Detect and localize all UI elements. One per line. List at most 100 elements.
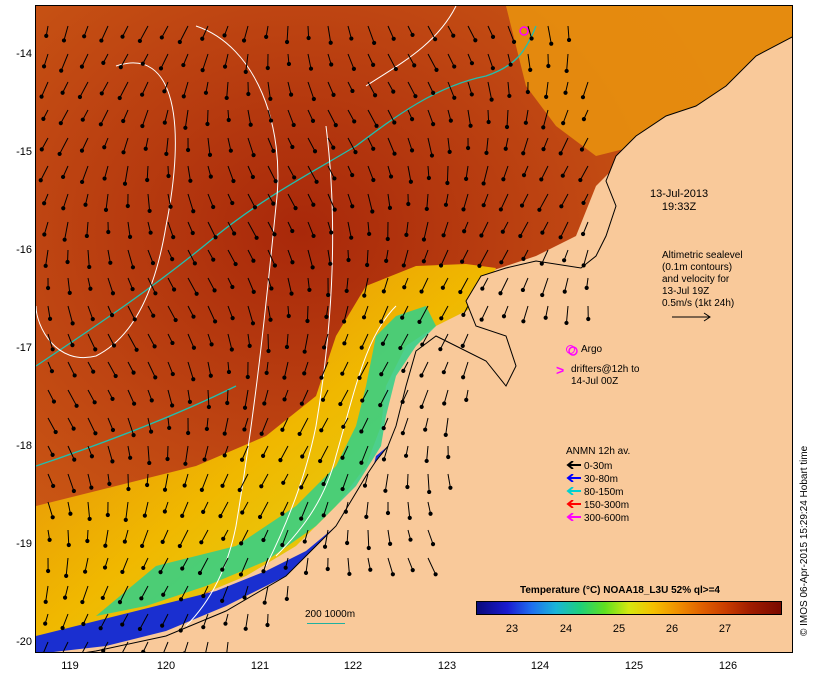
velocity-arrow bbox=[579, 165, 589, 181]
velocity-arrow-head bbox=[352, 119, 357, 124]
velocity-arrow-head bbox=[289, 291, 294, 296]
velocity-arrow-head bbox=[143, 146, 148, 151]
velocity-arrow-head bbox=[170, 340, 175, 346]
velocity-arrow bbox=[545, 81, 549, 97]
velocity-arrow bbox=[304, 333, 309, 352]
velocity-arrow bbox=[147, 445, 150, 463]
velocity-arrow-head bbox=[271, 148, 276, 154]
velocity-arrow-head bbox=[271, 201, 276, 206]
velocity-arrow bbox=[202, 613, 209, 628]
colorbar-tick: 27 bbox=[718, 623, 732, 635]
velocity-arrow-head bbox=[563, 90, 568, 95]
velocity-arrow-head bbox=[50, 515, 55, 520]
velocity-arrow bbox=[107, 361, 117, 377]
velocity-arrow bbox=[263, 557, 269, 572]
velocity-arrow-head bbox=[302, 539, 307, 544]
velocity-arrow bbox=[487, 81, 493, 100]
velocity-arrow-head bbox=[325, 566, 330, 572]
velocity-arrow-head bbox=[486, 119, 491, 125]
velocity-arrow bbox=[443, 389, 449, 404]
x-axis-label: 119 bbox=[61, 660, 79, 672]
velocity-arrow-head bbox=[43, 263, 48, 268]
velocity-arrow-head bbox=[268, 317, 273, 322]
velocity-arrow bbox=[146, 165, 149, 181]
velocity-arrow bbox=[522, 305, 529, 322]
velocity-arrow bbox=[447, 137, 451, 152]
velocity-arrow-head bbox=[440, 285, 445, 290]
velocity-arrow-head bbox=[42, 232, 47, 237]
velocity-arrow bbox=[199, 557, 209, 574]
map-area[interactable] bbox=[35, 5, 793, 653]
velocity-arrow-head bbox=[208, 373, 213, 378]
velocity-arrow bbox=[141, 529, 149, 547]
velocity-arrow-head bbox=[122, 539, 127, 544]
velocity-arrow-head bbox=[131, 433, 136, 438]
velocity-arrow-head bbox=[222, 453, 227, 458]
velocity-arrow-head bbox=[128, 455, 133, 460]
velocity-arrow-head bbox=[182, 651, 186, 652]
velocity-arrow bbox=[202, 53, 209, 71]
velocity-arrow-head bbox=[519, 203, 525, 208]
velocity-arrow-head bbox=[130, 265, 136, 270]
velocity-arrow-head bbox=[381, 289, 386, 294]
velocity-arrow bbox=[59, 137, 69, 155]
velocity-arrow-head bbox=[438, 347, 443, 352]
velocity-arrow-head bbox=[61, 206, 66, 211]
velocity-arrow-head bbox=[262, 600, 267, 605]
velocity-arrow bbox=[124, 165, 129, 184]
velocity-arrow-head bbox=[299, 401, 304, 406]
velocity-arrow-head bbox=[188, 178, 193, 183]
velocity-arrow-head bbox=[88, 286, 93, 291]
velocity-arrow bbox=[327, 249, 331, 264]
velocity-arrow-head bbox=[181, 94, 186, 99]
velocity-arrow-head bbox=[481, 181, 486, 186]
velocity-arrow bbox=[86, 221, 89, 236]
velocity-arrow-head bbox=[44, 33, 49, 38]
velocity-arrow bbox=[181, 501, 189, 517]
anmn-title: ANMN 12h av. bbox=[566, 446, 631, 457]
velocity-arrow bbox=[267, 137, 274, 152]
x-axis-label: 125 bbox=[624, 660, 644, 672]
velocity-arrow-head bbox=[490, 34, 496, 40]
velocity-arrow bbox=[201, 25, 209, 39]
velocity-arrow-head bbox=[51, 483, 56, 489]
velocity-arrow bbox=[62, 613, 69, 629]
velocity-arrow bbox=[287, 165, 295, 178]
velocity-arrow bbox=[320, 417, 329, 431]
velocity-arrow bbox=[43, 221, 49, 235]
velocity-arrow bbox=[324, 529, 329, 547]
velocity-arrow-head bbox=[408, 537, 413, 542]
velocity-arrow-head bbox=[332, 176, 337, 181]
drifter-chevron-icon: > bbox=[556, 362, 565, 378]
velocity-arrow-head bbox=[430, 542, 436, 547]
velocity-arrow-head bbox=[372, 40, 377, 46]
altimetry-line: 0.5m/s (1kt 24h) bbox=[662, 298, 735, 309]
velocity-arrow bbox=[64, 221, 69, 240]
velocity-arrow bbox=[184, 445, 189, 464]
velocity-arrow-head bbox=[153, 375, 158, 380]
x-axis-label: 120 bbox=[156, 660, 176, 672]
velocity-arrow-head bbox=[328, 40, 333, 45]
velocity-arrow bbox=[84, 557, 89, 572]
velocity-arrow-head bbox=[409, 148, 415, 153]
velocity-arrow-head bbox=[226, 369, 232, 375]
velocity-arrow-head bbox=[192, 261, 197, 266]
velocity-arrow-head bbox=[469, 92, 474, 97]
velocity-arrows bbox=[38, 25, 591, 652]
velocity-arrow bbox=[263, 389, 269, 404]
velocity-arrow bbox=[81, 53, 89, 67]
velocity-arrow bbox=[127, 249, 134, 268]
velocity-arrow-head bbox=[412, 63, 417, 68]
velocity-arrow-head bbox=[221, 536, 226, 541]
velocity-arrow bbox=[446, 165, 449, 184]
velocity-arrow bbox=[281, 529, 289, 546]
velocity-arrow bbox=[519, 221, 529, 237]
velocity-arrow bbox=[127, 221, 131, 237]
velocity-arrow-head bbox=[222, 33, 227, 38]
velocity-arrow-head bbox=[209, 342, 214, 347]
velocity-arrow-head bbox=[170, 371, 175, 377]
velocity-arrow-head bbox=[581, 200, 586, 206]
velocity-arrow-head bbox=[177, 543, 182, 549]
velocity-arrow-head bbox=[222, 64, 228, 69]
velocity-arrow bbox=[67, 445, 75, 460]
